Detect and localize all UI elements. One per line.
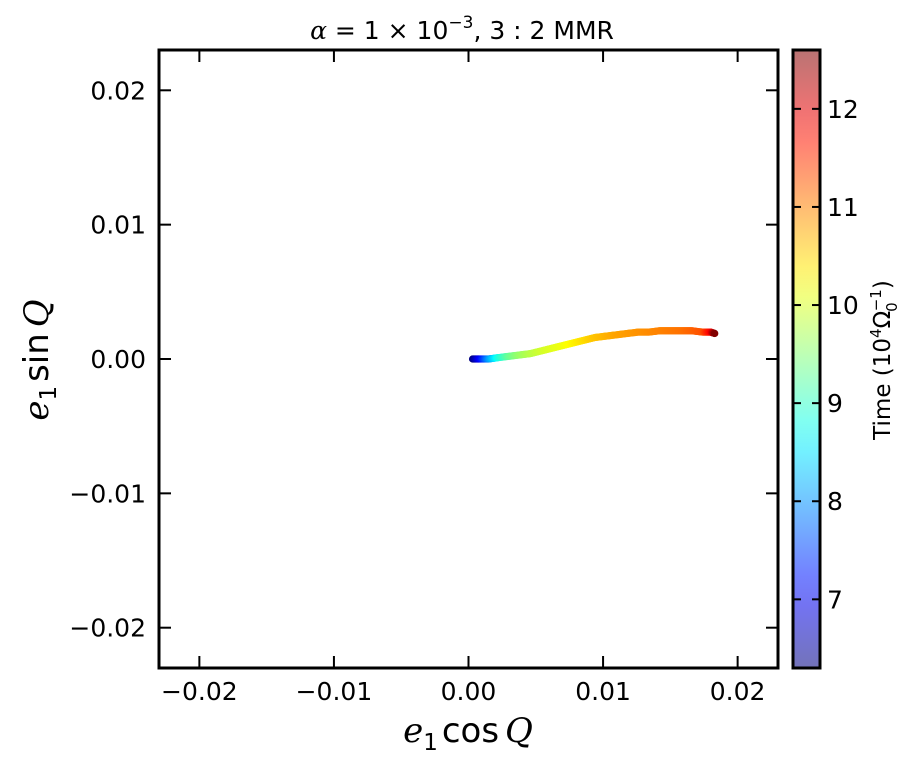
- colorbar-tick-label: 7: [827, 585, 843, 614]
- plot-frame: [157, 48, 780, 670]
- x-tick-label: 0.01: [575, 677, 631, 706]
- chart-title: α = 1 × 10−3, 3 : 2 MMR: [310, 13, 614, 45]
- plot-area: −0.02 −0.01 0.00 0.01 0.02 −0.02 −0.01 0.00 0.01…: [69, 48, 780, 706]
- colorbar-tick-label: 8: [827, 487, 843, 516]
- title-alpha: α: [310, 16, 327, 45]
- data-point: [711, 329, 719, 338]
- colorbar-label: Time (104Ω0−1): [867, 280, 901, 441]
- x-axis-label: e1 cos Q: [403, 711, 533, 756]
- y-axis-label: e1sinQ: [17, 299, 62, 420]
- colorbar-tick-label: 10: [827, 291, 859, 320]
- y-tick-label: −0.02: [69, 614, 146, 643]
- colorbar-tick-label: 12: [827, 95, 859, 124]
- y-tick-label: −0.01: [69, 479, 146, 508]
- x-tick-label: −0.01: [296, 677, 373, 706]
- title-rest: , 3 : 2 MMR: [473, 16, 613, 45]
- colorbar-tick-label: 9: [827, 389, 843, 418]
- x-tick-label: 0.02: [710, 677, 766, 706]
- title-exponent: −3: [448, 13, 473, 33]
- title-equals: = 1 × 10: [327, 16, 448, 45]
- colorbar-frame: [791, 48, 822, 670]
- x-tick-label: 0.00: [441, 677, 497, 706]
- y-tick-label: 0.02: [90, 76, 146, 105]
- colorbar-tick-label: 11: [827, 193, 859, 222]
- y-tick-label: 0.01: [90, 211, 146, 240]
- colorbar-gradient: [793, 50, 820, 668]
- colorbar: 7 8 9 10 11 12: [791, 48, 859, 670]
- y-tick-label: 0.00: [90, 345, 146, 374]
- x-tick-label: −0.02: [161, 677, 238, 706]
